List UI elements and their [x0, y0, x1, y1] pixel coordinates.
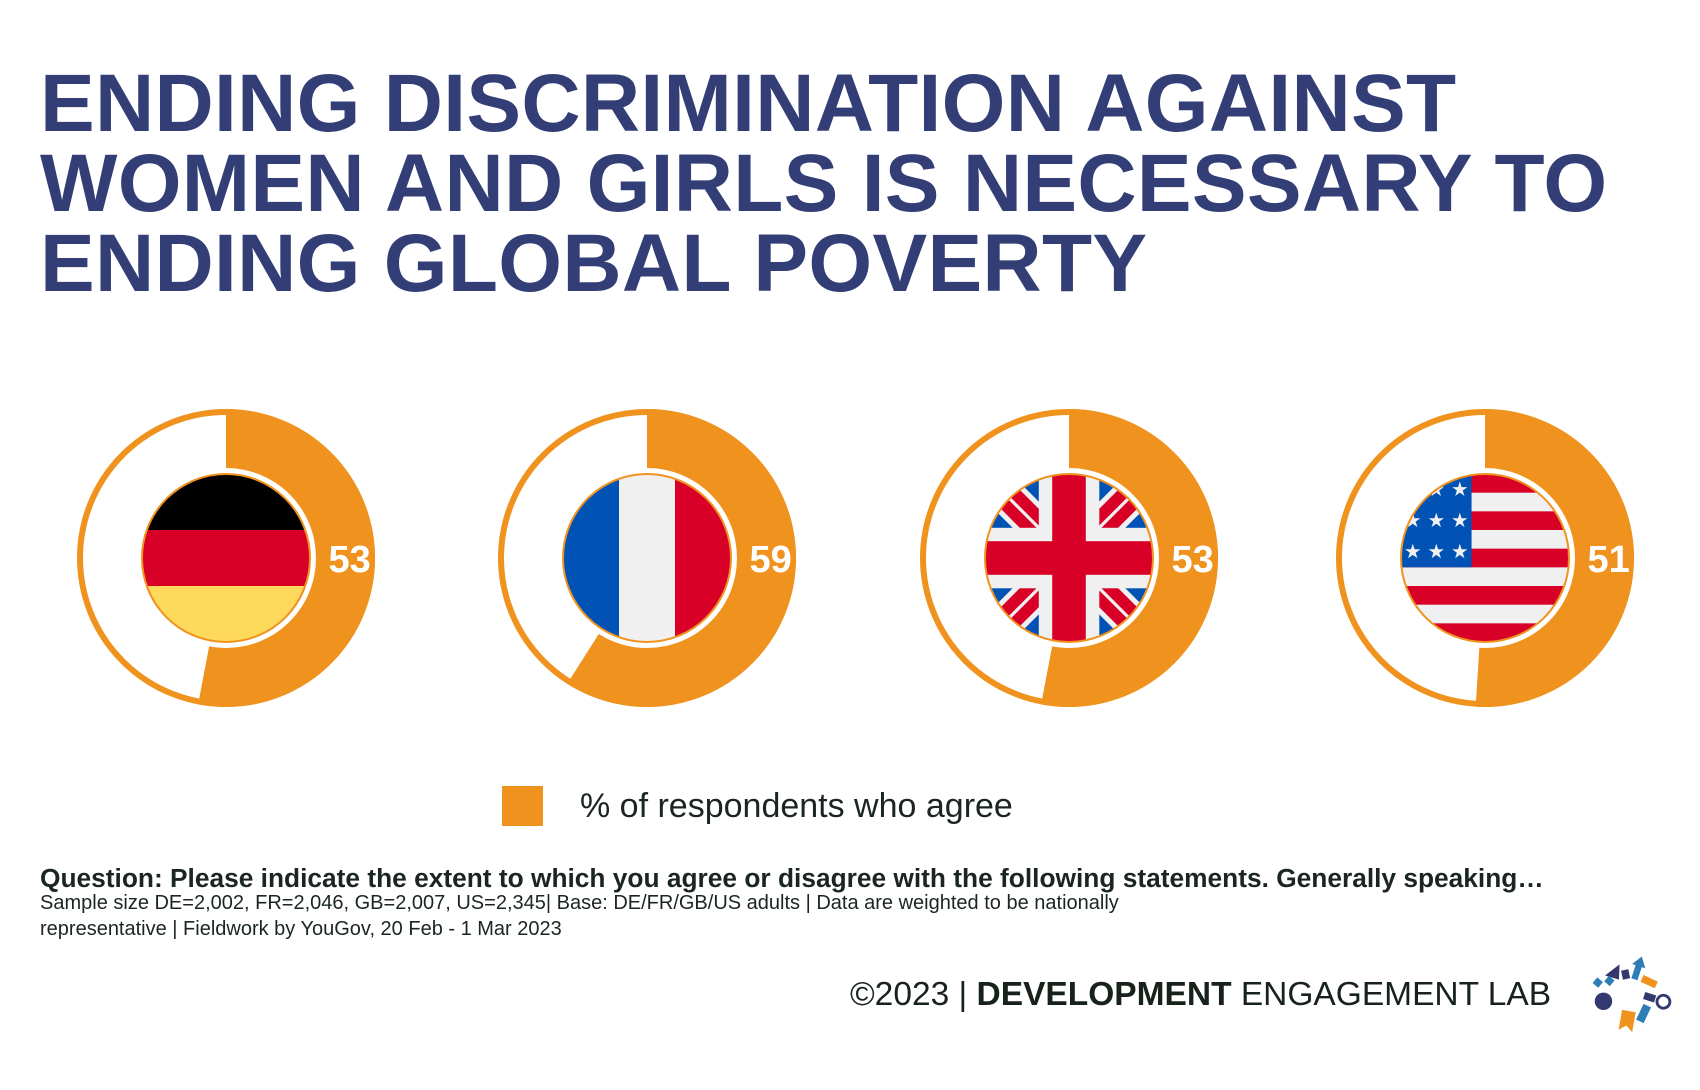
svg-text:53: 53	[329, 539, 371, 581]
svg-text:53: 53	[1172, 539, 1214, 581]
svg-text:59: 59	[750, 539, 792, 581]
svg-text:51: 51	[1588, 539, 1630, 581]
